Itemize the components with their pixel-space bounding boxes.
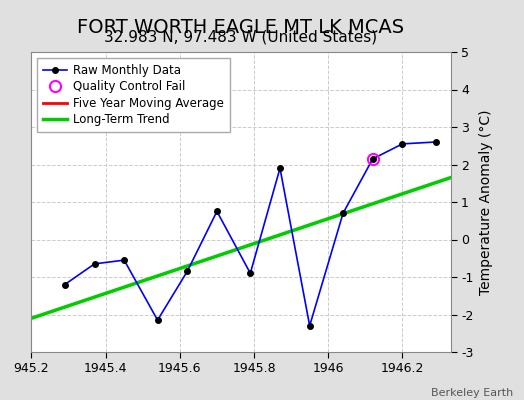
Y-axis label: Temperature Anomaly (°C): Temperature Anomaly (°C) <box>479 109 493 295</box>
Text: 32.983 N, 97.483 W (United States): 32.983 N, 97.483 W (United States) <box>104 30 378 45</box>
Text: Berkeley Earth: Berkeley Earth <box>431 388 514 398</box>
Text: FORT WORTH EAGLE MT LK MCAS: FORT WORTH EAGLE MT LK MCAS <box>78 18 405 37</box>
Legend: Raw Monthly Data, Quality Control Fail, Five Year Moving Average, Long-Term Tren: Raw Monthly Data, Quality Control Fail, … <box>37 58 230 132</box>
